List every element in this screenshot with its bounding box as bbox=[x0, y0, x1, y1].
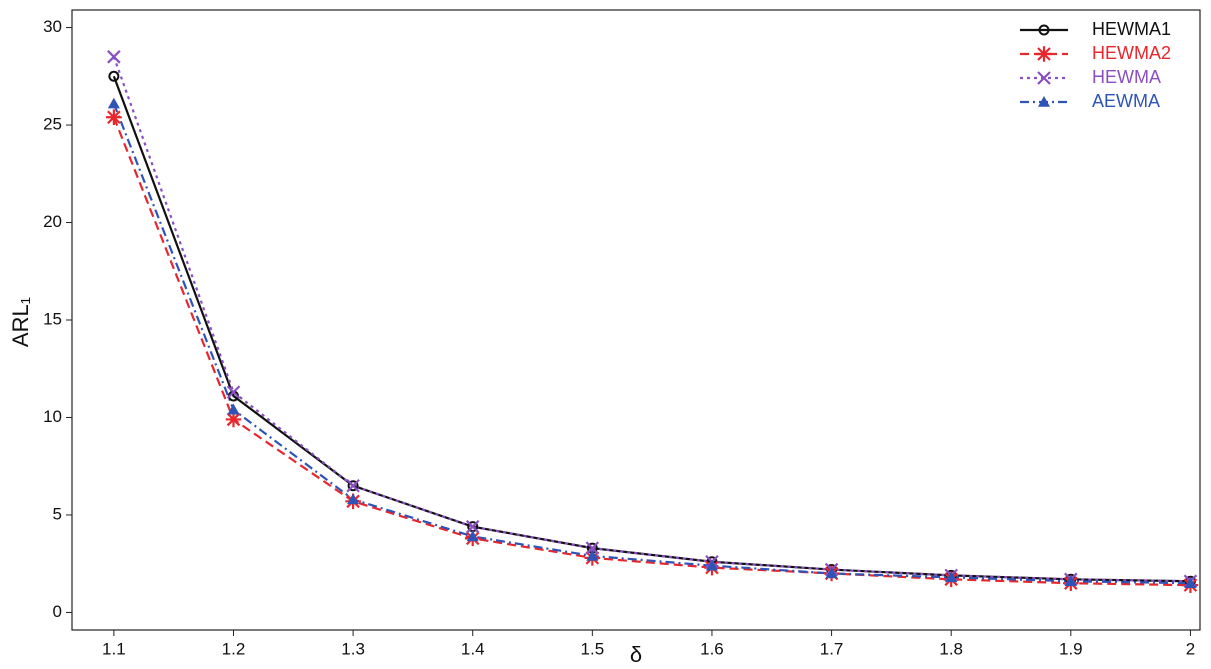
marker-shape bbox=[107, 97, 120, 109]
marker-shape bbox=[1038, 24, 1050, 36]
marker-shape bbox=[1038, 96, 1050, 107]
x-axis-title: δ bbox=[630, 642, 642, 667]
marker-shape bbox=[347, 480, 359, 492]
marker-shape bbox=[107, 50, 121, 64]
marker bbox=[1038, 96, 1050, 107]
marker-shape bbox=[825, 567, 838, 579]
marker bbox=[346, 478, 360, 493]
marker bbox=[106, 109, 122, 126]
marker bbox=[465, 519, 480, 534]
marker-shape bbox=[466, 530, 479, 542]
x-tick-label: 1.2 bbox=[222, 639, 246, 658]
x-tick-label: 1.4 bbox=[461, 639, 485, 658]
marker bbox=[586, 549, 599, 561]
y-tick-label: 10 bbox=[43, 407, 62, 426]
x-tick-label: 2 bbox=[1186, 639, 1195, 658]
y-tick-label: 5 bbox=[53, 504, 62, 523]
x-tick-label: 1.8 bbox=[939, 639, 963, 658]
marker bbox=[945, 571, 958, 583]
marker-shape bbox=[227, 403, 240, 415]
series-line bbox=[112, 103, 1191, 585]
marker bbox=[585, 541, 600, 555]
y-axis-title: ARL₁ bbox=[8, 297, 33, 347]
marker-shape bbox=[225, 411, 242, 428]
marker-shape bbox=[347, 493, 360, 505]
marker bbox=[225, 411, 242, 428]
y-tick-label: 20 bbox=[43, 212, 62, 231]
marker-shape bbox=[1184, 577, 1197, 589]
legend-label: HEWMA2 bbox=[1092, 43, 1171, 63]
series-line bbox=[112, 116, 1191, 587]
marker bbox=[227, 403, 240, 415]
marker-shape bbox=[1064, 575, 1077, 587]
x-tick-label: 1.5 bbox=[581, 639, 605, 658]
marker bbox=[1184, 577, 1197, 589]
marker bbox=[226, 385, 241, 399]
marker-shape bbox=[586, 549, 599, 561]
x-tick-label: 1.9 bbox=[1059, 639, 1083, 658]
marker bbox=[466, 530, 479, 542]
marker bbox=[1038, 24, 1050, 36]
series-line bbox=[112, 75, 1191, 583]
marker-shape bbox=[585, 541, 600, 555]
x-tick-label: 1.6 bbox=[700, 639, 724, 658]
y-tick-label: 30 bbox=[43, 17, 62, 36]
x-tick-label: 1.7 bbox=[820, 639, 844, 658]
marker bbox=[1036, 46, 1052, 62]
legend-label: HEWMA1 bbox=[1092, 19, 1171, 39]
marker bbox=[347, 493, 360, 505]
y-tick-label: 25 bbox=[43, 115, 62, 134]
legend-label: HEWMA bbox=[1092, 67, 1161, 87]
marker-shape bbox=[1036, 46, 1052, 62]
marker bbox=[1064, 575, 1077, 587]
marker-shape bbox=[465, 519, 480, 534]
y-tick-label: 0 bbox=[53, 602, 62, 621]
y-tick-label: 15 bbox=[43, 309, 62, 328]
marker bbox=[825, 567, 838, 579]
marker bbox=[107, 97, 120, 109]
marker bbox=[107, 50, 121, 64]
marker-shape bbox=[945, 571, 958, 583]
marker-shape bbox=[226, 385, 241, 399]
x-tick-label: 1.3 bbox=[341, 639, 365, 658]
x-tick-label: 1.1 bbox=[102, 639, 126, 658]
marker bbox=[1037, 71, 1051, 85]
marker-shape bbox=[106, 109, 122, 126]
marker-shape bbox=[705, 559, 718, 571]
marker bbox=[705, 559, 718, 571]
marker bbox=[347, 480, 359, 492]
series-line bbox=[112, 56, 1191, 583]
legend-label: AEWMA bbox=[1092, 91, 1160, 111]
marker bbox=[108, 70, 120, 82]
marker-shape bbox=[1037, 71, 1051, 85]
marker-shape bbox=[108, 70, 120, 82]
marker-shape bbox=[346, 478, 360, 493]
plot-frame bbox=[71, 9, 1201, 631]
